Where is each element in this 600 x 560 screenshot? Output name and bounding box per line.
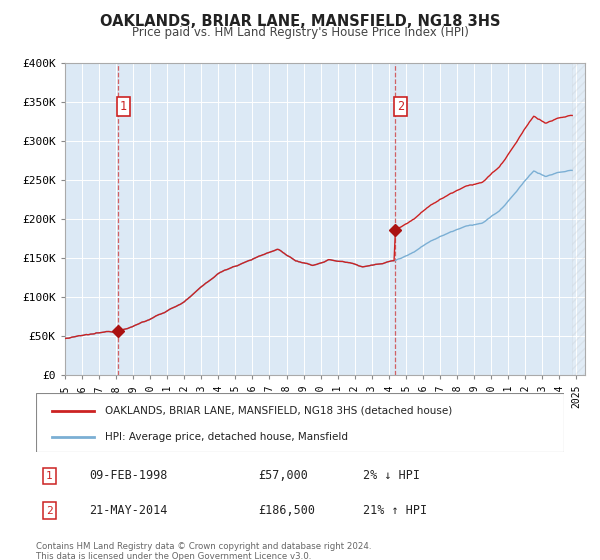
Text: Contains HM Land Registry data © Crown copyright and database right 2024.
This d: Contains HM Land Registry data © Crown c… bbox=[36, 542, 371, 560]
Text: £186,500: £186,500 bbox=[258, 504, 315, 517]
Text: 09-FEB-1998: 09-FEB-1998 bbox=[89, 469, 167, 482]
Text: OAKLANDS, BRIAR LANE, MANSFIELD, NG18 3HS: OAKLANDS, BRIAR LANE, MANSFIELD, NG18 3H… bbox=[100, 14, 500, 29]
Text: 2: 2 bbox=[397, 100, 404, 113]
Text: HPI: Average price, detached house, Mansfield: HPI: Average price, detached house, Mans… bbox=[104, 432, 347, 442]
Text: £57,000: £57,000 bbox=[258, 469, 308, 482]
Text: 1: 1 bbox=[46, 471, 53, 481]
Text: 2: 2 bbox=[46, 506, 53, 516]
Bar bbox=[572, 63, 585, 375]
Text: Price paid vs. HM Land Registry's House Price Index (HPI): Price paid vs. HM Land Registry's House … bbox=[131, 26, 469, 39]
Text: 1: 1 bbox=[119, 100, 127, 113]
Text: 2% ↓ HPI: 2% ↓ HPI bbox=[364, 469, 421, 482]
Text: 21-MAY-2014: 21-MAY-2014 bbox=[89, 504, 167, 517]
Text: OAKLANDS, BRIAR LANE, MANSFIELD, NG18 3HS (detached house): OAKLANDS, BRIAR LANE, MANSFIELD, NG18 3H… bbox=[104, 406, 452, 416]
Text: 21% ↑ HPI: 21% ↑ HPI bbox=[364, 504, 427, 517]
FancyBboxPatch shape bbox=[36, 393, 564, 452]
